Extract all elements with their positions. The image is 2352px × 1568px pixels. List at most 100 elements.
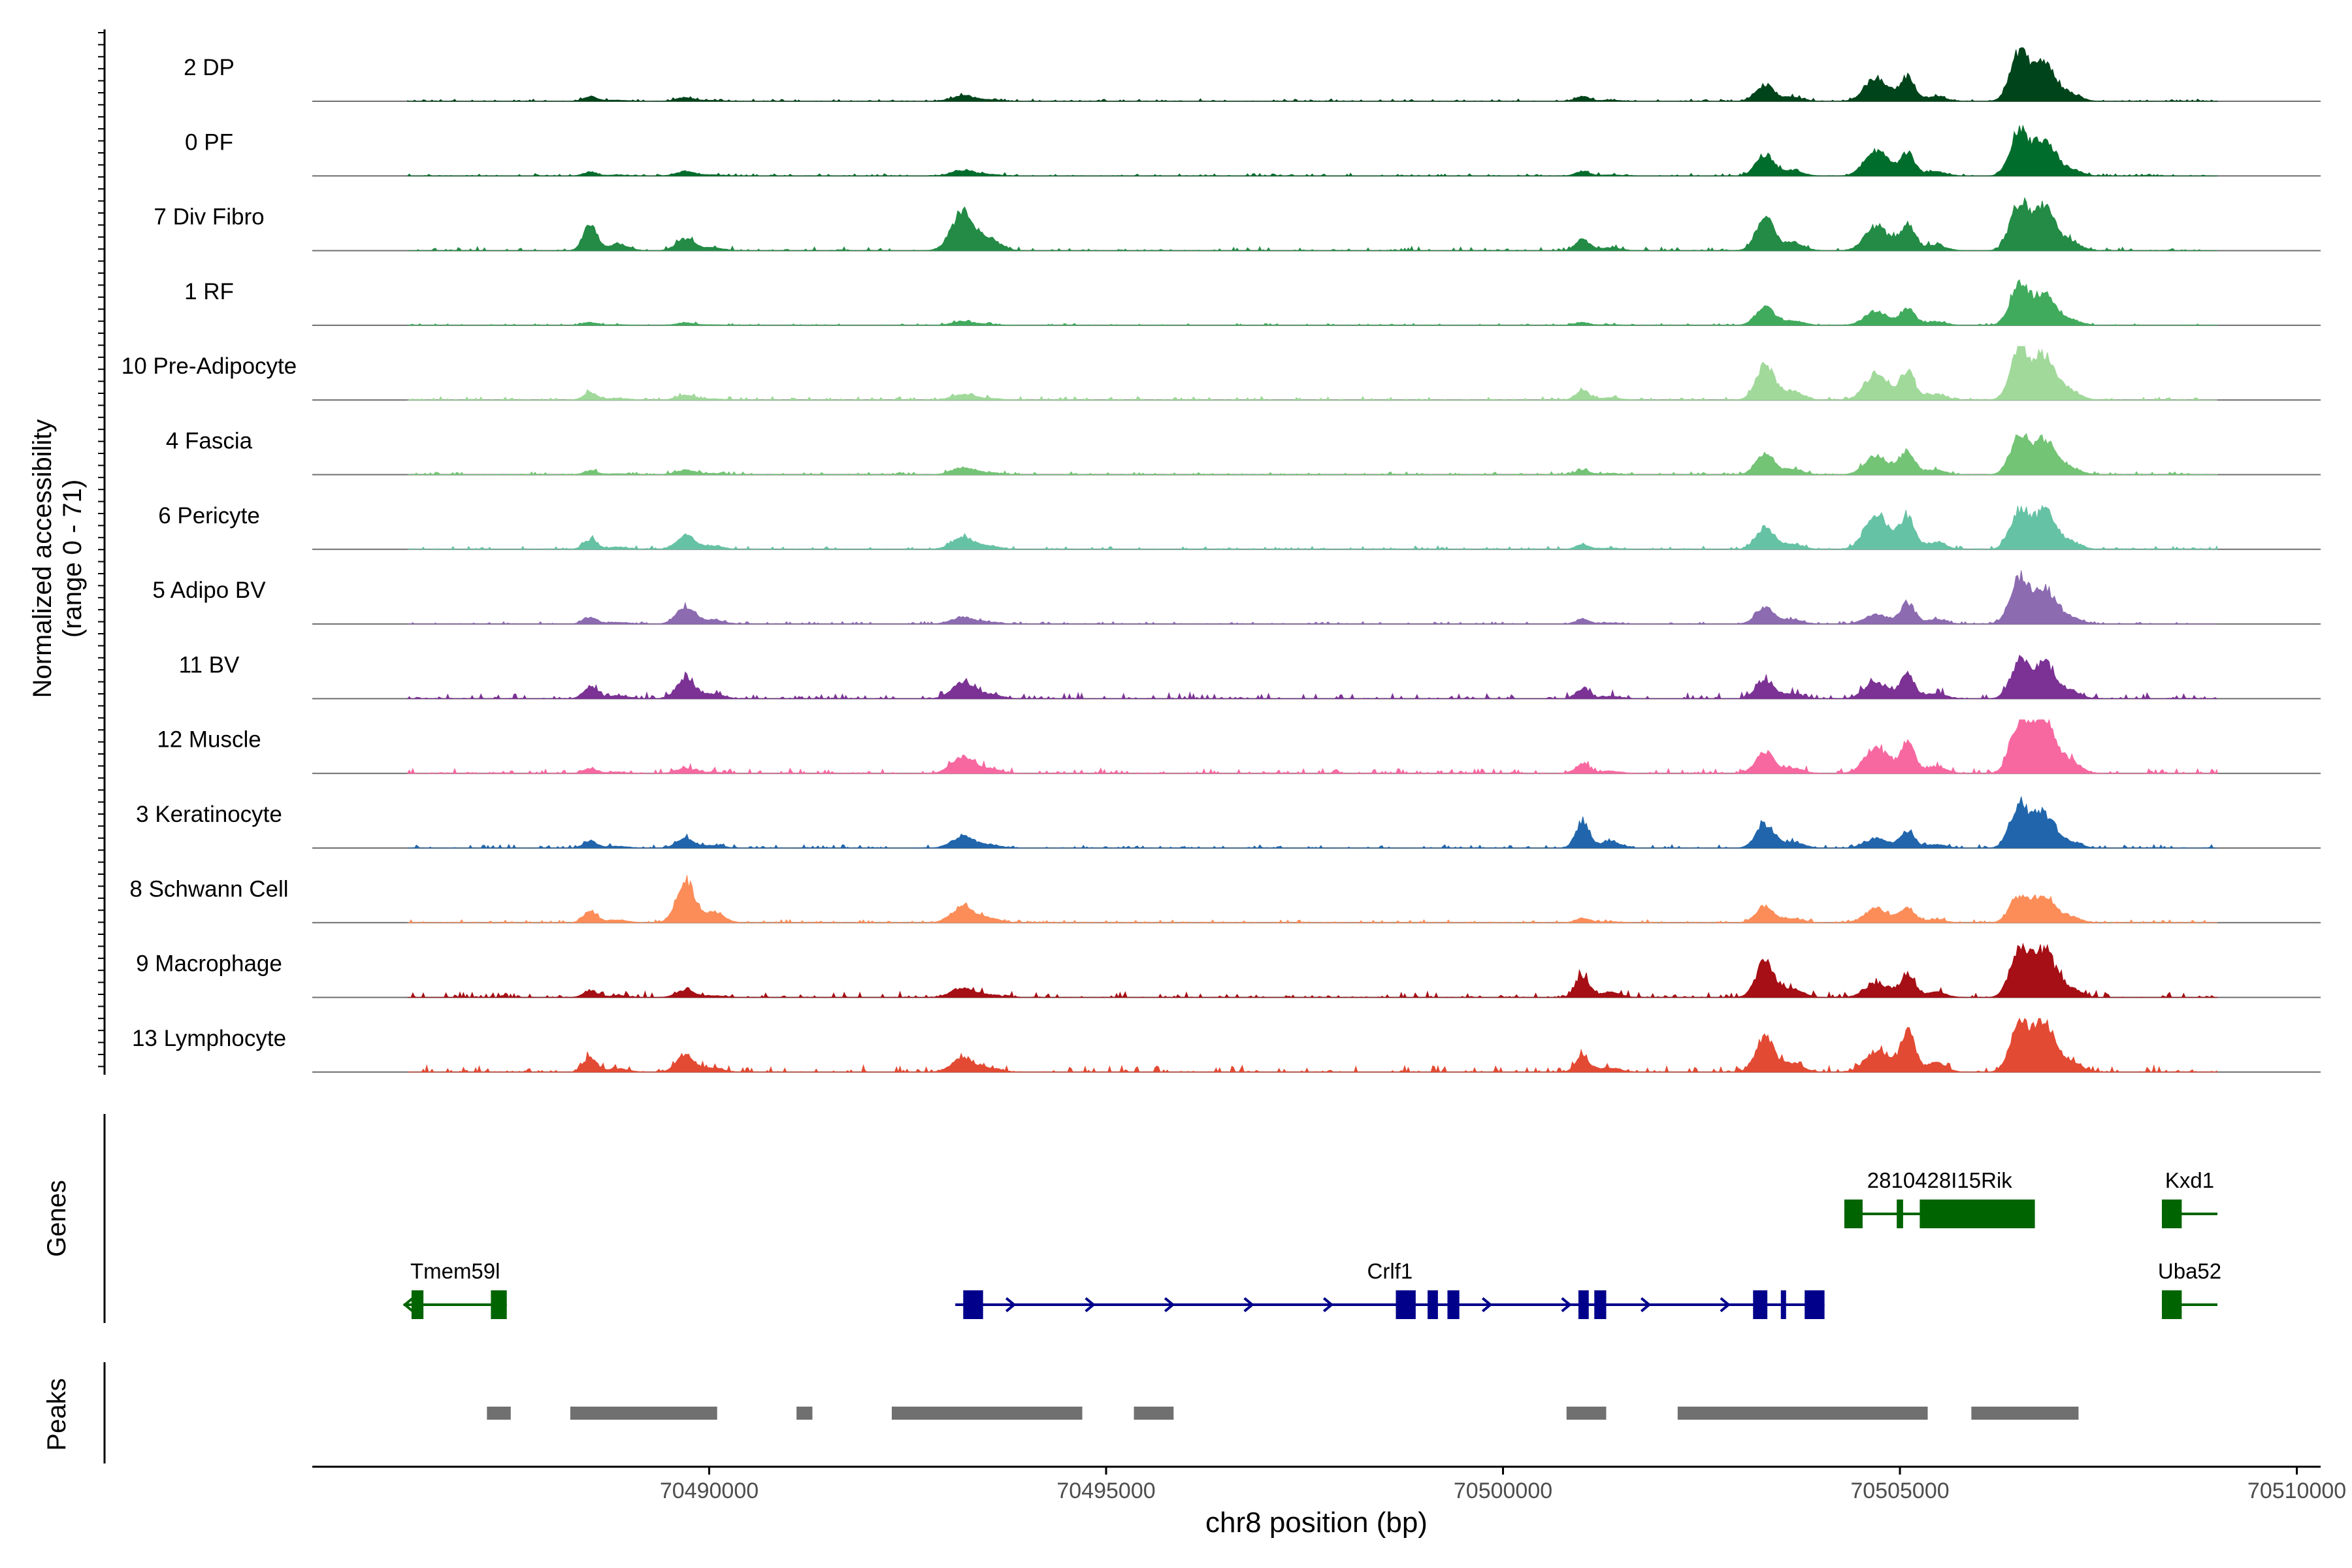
y-axis-label-line1: Normalized accessibility bbox=[28, 419, 57, 698]
y-axis-label-line2: (range 0 - 71) bbox=[58, 480, 87, 638]
x-tick-label: 70510000 bbox=[2247, 1478, 2346, 1503]
strand-arrow bbox=[1640, 1297, 1652, 1313]
coverage-area bbox=[407, 433, 2218, 476]
genes-panel: Genes 2810428I15Rik Kxd1 Tmem59l Crlf1 Uba52 bbox=[42, 1114, 2221, 1323]
track-2-dp: 2 DP bbox=[184, 47, 2321, 102]
gene-2810428i15rik: 2810428I15Rik bbox=[1844, 1168, 2035, 1228]
gene-uba52: Uba52 bbox=[2158, 1259, 2221, 1319]
x-tick-label: 70495000 bbox=[1056, 1478, 1155, 1503]
accessibility-panel: Normalized accessibility (range 0 - 71) … bbox=[28, 29, 2321, 1075]
gene-exon bbox=[963, 1290, 983, 1319]
gene-crlf1: Crlf1 bbox=[955, 1259, 1825, 1319]
track-label: 1 RF bbox=[184, 279, 234, 304]
track-label: 2 DP bbox=[184, 55, 235, 80]
x-tick-label: 70505000 bbox=[1850, 1478, 1949, 1503]
peak-region bbox=[1134, 1407, 1174, 1420]
gene-exon bbox=[2161, 1290, 2182, 1319]
track-label: 11 BV bbox=[179, 652, 240, 678]
genes-panel-label: Genes bbox=[42, 1180, 71, 1257]
coverage-area bbox=[407, 719, 2218, 775]
coverage-area bbox=[407, 505, 2218, 550]
strand-arrow bbox=[1322, 1297, 1334, 1313]
x-tick-label: 70490000 bbox=[660, 1478, 759, 1503]
gene-label: Kxd1 bbox=[2165, 1168, 2214, 1192]
strand-arrow bbox=[402, 1297, 414, 1313]
gene-exon bbox=[411, 1290, 424, 1319]
track-6-pericyte: 6 Pericyte bbox=[158, 503, 2321, 550]
track-12-muscle: 12 Muscle bbox=[157, 719, 2321, 775]
coverage-area bbox=[407, 47, 2219, 102]
peak-regions bbox=[487, 1407, 2079, 1420]
track-label: 9 Macrophage bbox=[136, 951, 282, 977]
track-1-rf: 1 RF bbox=[184, 279, 2321, 326]
track-0-pf: 0 PF bbox=[185, 124, 2321, 177]
gene-kxd1: Kxd1 bbox=[2161, 1168, 2218, 1228]
x-axis: 70490000 70495000 70500000 70505000 70510000… bbox=[312, 1465, 2346, 1539]
coverage-area bbox=[407, 875, 2217, 924]
strand-arrow bbox=[1085, 1297, 1096, 1313]
peak-region bbox=[1566, 1407, 1607, 1420]
strand-arrow bbox=[1164, 1297, 1175, 1313]
strand-arrow bbox=[1720, 1297, 1731, 1313]
track-8-schwann-cell: 8 Schwann Cell bbox=[129, 875, 2321, 924]
gene-exon bbox=[491, 1290, 507, 1319]
x-axis-title: chr8 position (bp) bbox=[1205, 1507, 1428, 1539]
gene-exon bbox=[1594, 1290, 1607, 1319]
coverage-area bbox=[407, 197, 2217, 252]
coverage-area bbox=[407, 346, 2217, 401]
peak-region bbox=[1971, 1407, 2079, 1420]
peaks-panel-label: Peaks bbox=[42, 1378, 71, 1450]
track-label: 7 Div Fibro bbox=[154, 204, 264, 230]
gene-exon bbox=[1753, 1290, 1768, 1319]
coverage-area bbox=[406, 124, 2217, 177]
coverage-area bbox=[407, 796, 2217, 849]
track-label: 3 Keratinocyte bbox=[136, 802, 282, 827]
strand-arrow bbox=[1005, 1297, 1017, 1313]
gene-exon bbox=[1396, 1290, 1416, 1319]
track-13-lymphocyte: 13 Lymphocyte bbox=[132, 1017, 2321, 1073]
accessibility-y-ticks bbox=[98, 32, 105, 1068]
track-11-bv: 11 BV bbox=[179, 652, 2321, 700]
gene-label: Crlf1 bbox=[1367, 1259, 1413, 1283]
gene-exon bbox=[2161, 1200, 2182, 1228]
gene-exon bbox=[1844, 1200, 1863, 1228]
track-4-fascia: 4 Fascia bbox=[166, 429, 2321, 476]
track-9-macrophage: 9 Macrophage bbox=[136, 942, 2321, 999]
peak-region bbox=[891, 1407, 1083, 1420]
track-label: 12 Muscle bbox=[157, 727, 261, 753]
peak-region bbox=[1677, 1407, 1928, 1420]
gene-label: 2810428I15Rik bbox=[1867, 1168, 2013, 1192]
gene-exon bbox=[1780, 1290, 1786, 1319]
track-5-adipo-bv: 5 Adipo BV bbox=[152, 570, 2321, 625]
coverage-area bbox=[407, 1017, 2218, 1073]
track-10-pre-adipocyte: 10 Pre-Adipocyte bbox=[122, 346, 2321, 401]
track-label: 5 Adipo BV bbox=[152, 578, 266, 603]
gene-label: Tmem59l bbox=[410, 1259, 500, 1283]
strand-arrow bbox=[1243, 1297, 1254, 1313]
peak-region bbox=[796, 1407, 813, 1420]
coverage-area bbox=[406, 655, 2217, 700]
x-axis-ticks: 70490000 70495000 70500000 70505000 70510000 bbox=[660, 1467, 2346, 1503]
coverage-area bbox=[407, 942, 2217, 999]
strand-arrow bbox=[1561, 1297, 1572, 1313]
gene-exon bbox=[1805, 1290, 1825, 1319]
gene-exon bbox=[1919, 1200, 2035, 1228]
track-label: 10 Pre-Adipocyte bbox=[122, 353, 297, 379]
gene-exon bbox=[1578, 1290, 1589, 1319]
coverage-area bbox=[407, 570, 2217, 625]
track-label: 8 Schwann Cell bbox=[129, 876, 288, 902]
coverage-tracks: 2 DP 0 PF 7 Div Fibro 1 RF 10 Pre-Adipocyte 4… bbox=[122, 47, 2321, 1073]
gene-exon bbox=[1447, 1290, 1460, 1319]
track-7-div-fibro: 7 Div Fibro bbox=[154, 197, 2321, 252]
track-label: 0 PF bbox=[185, 129, 233, 155]
track-label: 13 Lymphocyte bbox=[132, 1026, 286, 1051]
gene-exon bbox=[1897, 1200, 1903, 1228]
peak-region bbox=[487, 1407, 511, 1420]
peaks-panel: Peaks bbox=[42, 1362, 2079, 1463]
coverage-area bbox=[407, 279, 2218, 326]
gene-models: 2810428I15Rik Kxd1 Tmem59l Crlf1 Uba52 bbox=[402, 1168, 2221, 1319]
track-label: 6 Pericyte bbox=[158, 503, 260, 529]
track-label: 4 Fascia bbox=[166, 429, 253, 454]
